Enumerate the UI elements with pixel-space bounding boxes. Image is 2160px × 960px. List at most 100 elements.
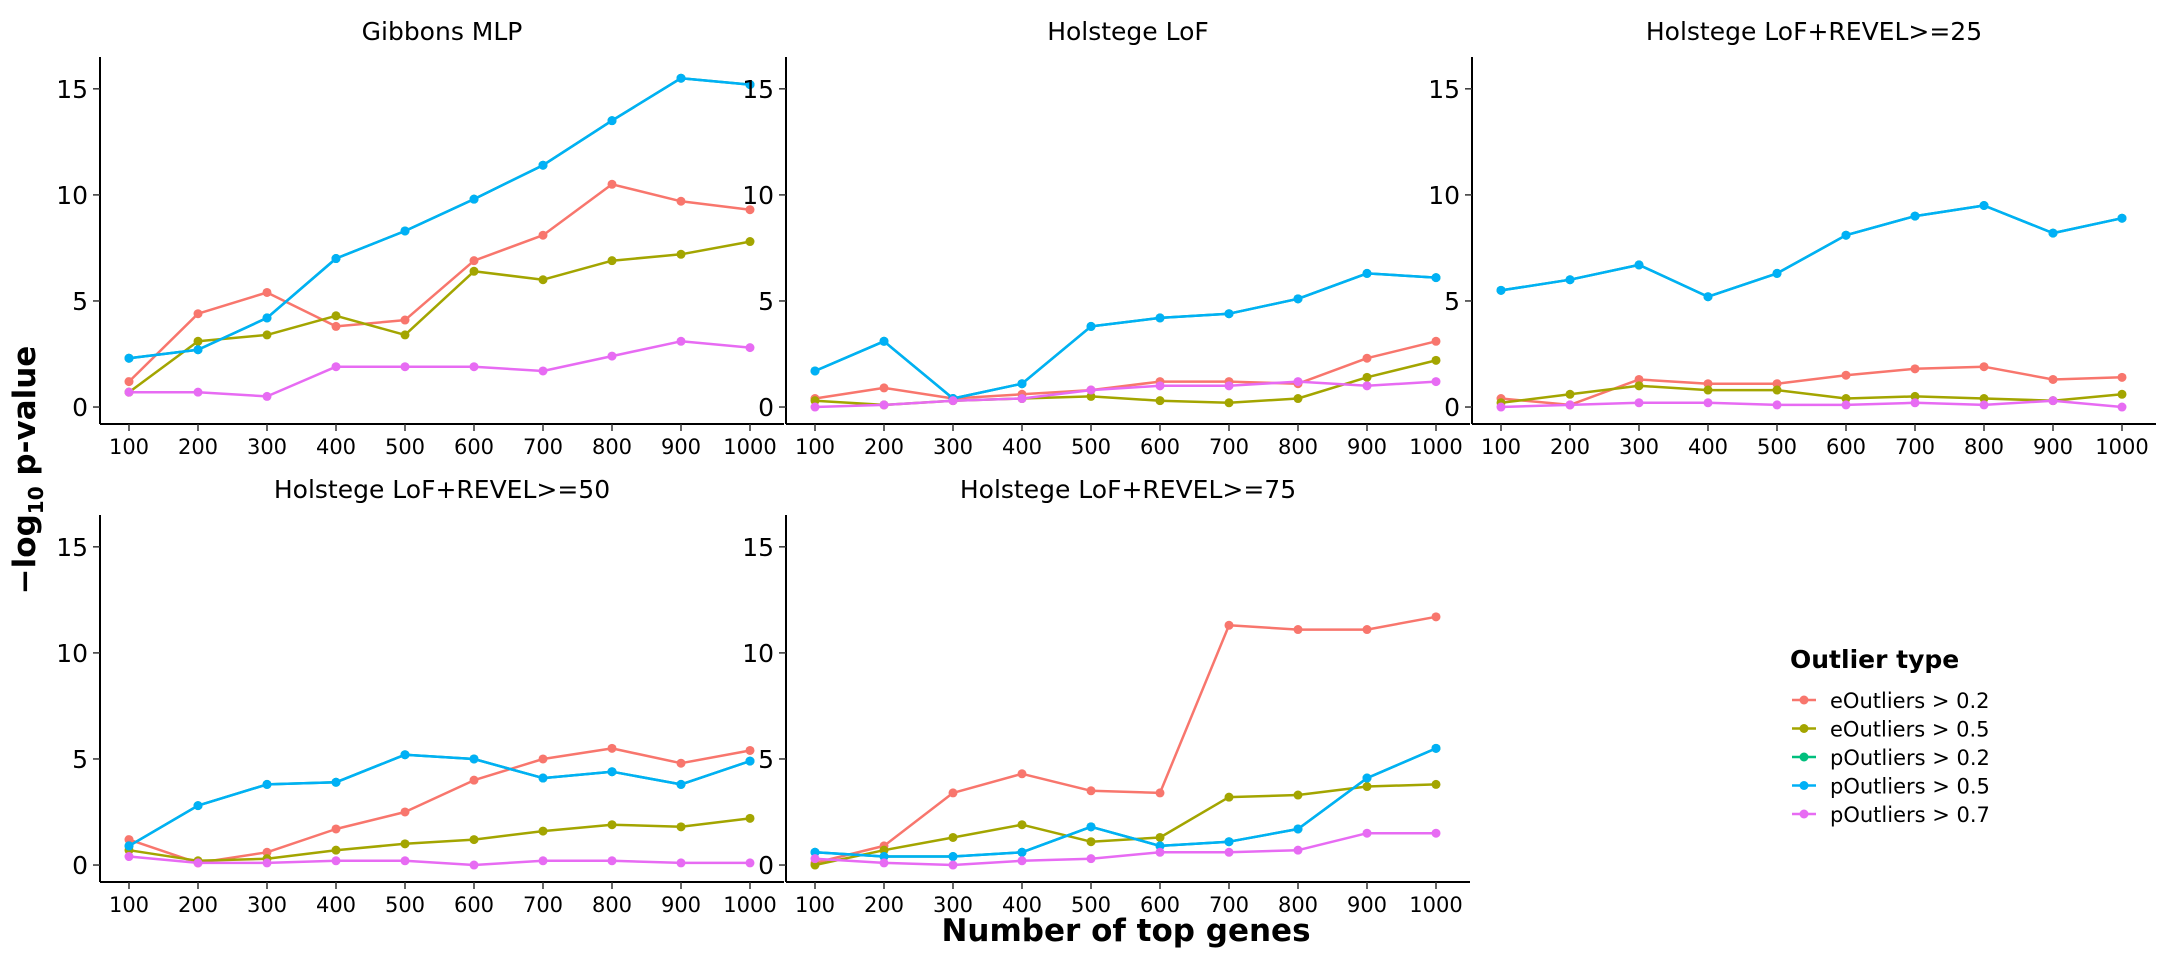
x-tick-label: 100 <box>795 893 835 917</box>
data-point-eoutliers-0-2 <box>469 775 479 785</box>
data-point-poutliers-0-7 <box>1496 402 1506 412</box>
y-axis-title-subscript: 10 <box>24 486 48 514</box>
data-point-poutliers-0-7 <box>1703 398 1713 408</box>
data-point-eoutliers-0-5 <box>1841 394 1851 404</box>
data-point-poutliers-0-5 <box>1362 773 1372 783</box>
data-point-eoutliers-0-5 <box>810 396 820 406</box>
data-point-poutliers-0-5 <box>1155 841 1165 851</box>
data-point-poutliers-0-7 <box>1293 377 1303 387</box>
data-point-eoutliers-0-2 <box>1910 364 1920 374</box>
data-point-poutliers-0-5 <box>1496 285 1506 295</box>
x-tick-label: 600 <box>454 435 494 459</box>
y-axis-title-tail: p-value <box>7 346 43 487</box>
x-tick-label: 300 <box>247 435 287 459</box>
data-point-poutliers-0-5 <box>810 366 820 376</box>
data-point-eoutliers-0-5 <box>879 845 889 855</box>
x-tick-label: 800 <box>1964 435 2004 459</box>
x-tick-label: 100 <box>109 893 149 917</box>
data-point-poutliers-0-7 <box>879 858 889 868</box>
data-point-poutliers-0-5 <box>1086 822 1096 832</box>
data-point-eoutliers-0-5 <box>262 330 272 340</box>
data-point-eoutliers-0-2 <box>676 196 686 206</box>
data-point-eoutliers-0-2 <box>538 230 548 240</box>
y-tick-label: 15 <box>56 533 88 562</box>
y-tick-label: 10 <box>56 181 88 210</box>
data-point-eoutliers-0-2 <box>400 315 410 325</box>
data-point-eoutliers-0-5 <box>1155 396 1165 406</box>
data-point-eoutliers-0-2 <box>2048 374 2058 384</box>
data-point-poutliers-0-7 <box>1155 381 1165 391</box>
data-point-eoutliers-0-5 <box>607 256 617 266</box>
data-point-eoutliers-0-2 <box>124 835 134 845</box>
data-point-eoutliers-0-5 <box>538 826 548 836</box>
data-point-poutliers-0-7 <box>1431 377 1441 387</box>
data-point-poutliers-0-5 <box>469 194 479 204</box>
legend-key-point <box>1799 752 1809 762</box>
data-point-poutliers-0-5 <box>1979 200 1989 210</box>
panel-title: Holstege LoF <box>1047 17 1209 46</box>
data-point-eoutliers-0-2 <box>331 824 341 834</box>
legend-entries: eOutliers > 0.2 eOutliers > 0.5 pOutliers … <box>1792 689 1990 827</box>
legend-key-point <box>1799 724 1809 733</box>
series-line-poutliers-0-5 <box>128 76 751 360</box>
data-point-eoutliers-0-2 <box>1224 620 1234 630</box>
data-point-poutliers-0-7 <box>538 856 548 866</box>
data-point-eoutliers-0-5 <box>1224 792 1234 802</box>
x-tick-label: 700 <box>1209 893 1249 917</box>
data-point-poutliers-0-7 <box>538 366 548 376</box>
data-point-eoutliers-0-2 <box>1979 362 1989 372</box>
series-line-poutliers-0-5 <box>814 272 1437 400</box>
series-line-poutliers-0-7 <box>814 831 1436 867</box>
data-point-eoutliers-0-5 <box>1431 355 1441 365</box>
legend-label: eOutliers > 0.2 <box>1830 689 1990 713</box>
y-tick-label: 10 <box>742 181 774 210</box>
series-line-poutliers-0-2 <box>128 76 751 360</box>
data-point-eoutliers-0-2 <box>1086 786 1096 796</box>
data-point-poutliers-0-5 <box>676 779 686 789</box>
data-point-eoutliers-0-5 <box>331 311 341 321</box>
series-line-eoutliers-0-2 <box>128 183 751 383</box>
data-point-eoutliers-0-2 <box>1431 336 1441 346</box>
data-point-poutliers-0-5 <box>331 777 341 787</box>
data-point-eoutliers-0-2 <box>948 788 958 798</box>
data-point-eoutliers-0-5 <box>1086 837 1096 847</box>
data-point-poutliers-0-7 <box>1293 845 1303 855</box>
data-point-poutliers-0-5 <box>810 847 820 857</box>
x-tick-label: 900 <box>661 435 701 459</box>
data-point-poutliers-0-7 <box>1772 400 1782 410</box>
data-point-poutliers-0-5 <box>1431 273 1441 283</box>
x-tick-label: 100 <box>109 435 149 459</box>
data-point-poutliers-0-7 <box>1910 398 1920 408</box>
x-tick-label: 1000 <box>1409 893 1462 917</box>
data-point-eoutliers-0-5 <box>1017 820 1027 830</box>
data-point-eoutliers-0-5 <box>745 237 755 247</box>
data-point-poutliers-0-7 <box>879 400 889 410</box>
x-tick-label: 700 <box>1209 435 1249 459</box>
data-point-poutliers-0-5 <box>607 767 617 777</box>
panel-title: Holstege LoF+REVEL>=75 <box>960 475 1296 504</box>
y-axis-title-main: −log <box>7 514 43 594</box>
data-point-poutliers-0-5 <box>948 852 958 862</box>
y-tick-label: 15 <box>1428 75 1460 104</box>
x-tick-label: 200 <box>864 893 904 917</box>
data-point-eoutliers-0-2 <box>1017 769 1027 779</box>
x-tick-label: 900 <box>1347 435 1387 459</box>
series-line-eoutliers-0-5 <box>814 783 1437 867</box>
x-tick-label: 600 <box>1140 893 1180 917</box>
x-tick-label: 500 <box>1071 435 1111 459</box>
y-tick-label: 15 <box>742 75 774 104</box>
x-tick-label: 500 <box>1757 435 1797 459</box>
panel-title: Holstege LoF+REVEL>=50 <box>274 475 610 504</box>
legend-key-point <box>1799 781 1809 790</box>
y-tick-label: 10 <box>56 639 88 668</box>
data-point-eoutliers-0-5 <box>676 822 686 832</box>
data-point-poutliers-0-7 <box>193 858 203 868</box>
data-point-eoutliers-0-2 <box>676 758 686 768</box>
data-point-eoutliers-0-5 <box>331 845 341 855</box>
x-tick-label: 200 <box>178 435 218 459</box>
data-point-poutliers-0-5 <box>1703 292 1713 302</box>
legend-item-poutliers-0-5: pOutliers > 0.5 <box>1792 775 1990 799</box>
